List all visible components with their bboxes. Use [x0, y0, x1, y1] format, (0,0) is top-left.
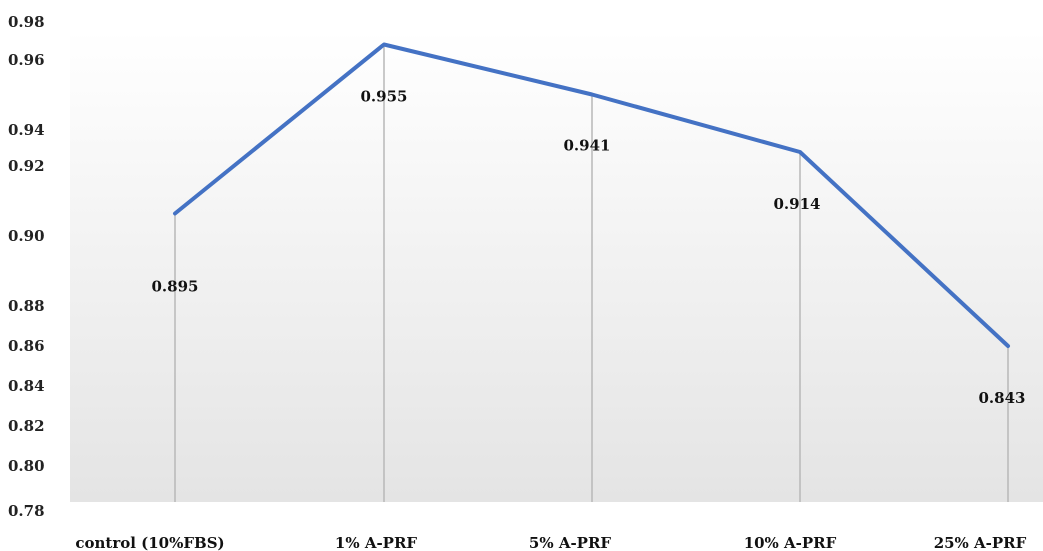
y-tick-label: 0.88 — [8, 297, 45, 315]
y-tick-label: 0.84 — [8, 377, 45, 395]
x-tick-label: 25% A-PRF — [934, 534, 1027, 551]
drop-lines — [174, 44, 1009, 502]
series-line — [173, 42, 1010, 348]
data-label: 0.895 — [152, 278, 199, 296]
plot-area — [70, 30, 1043, 502]
y-tick-label: 0.90 — [8, 227, 45, 245]
y-tick-label: 0.86 — [8, 337, 45, 355]
data-label: 0.955 — [361, 88, 408, 106]
y-tick-label: 0.80 — [8, 457, 45, 475]
y-tick-label: 0.82 — [8, 417, 45, 435]
x-tick-label: 10% A-PRF — [744, 534, 837, 551]
y-tick-label: 0.98 — [8, 13, 45, 31]
x-tick-label: 1% A-PRF — [335, 534, 418, 551]
data-label: 0.941 — [564, 137, 611, 155]
x-axis: control (10%FBS) 1% A-PRF 5% A-PRF 10% A-PR… — [75, 534, 1026, 551]
x-tick-label: control (10%FBS) — [75, 534, 224, 551]
y-tick-label: 0.78 — [8, 502, 45, 520]
data-label: 0.914 — [774, 195, 821, 213]
y-tick-label: 0.92 — [8, 157, 45, 175]
y-tick-label: 0.94 — [8, 121, 45, 139]
data-label: 0.843 — [979, 389, 1026, 407]
data-labels: 0.895 0.955 0.941 0.914 0.843 — [152, 88, 1026, 408]
y-axis: 0.78 0.80 0.82 0.84 0.86 0.88 0.90 0.92 0.94 0.96… — [8, 13, 45, 520]
x-tick-label: 5% A-PRF — [529, 534, 612, 551]
y-tick-label: 0.96 — [8, 51, 45, 69]
series-layer — [173, 42, 1010, 348]
